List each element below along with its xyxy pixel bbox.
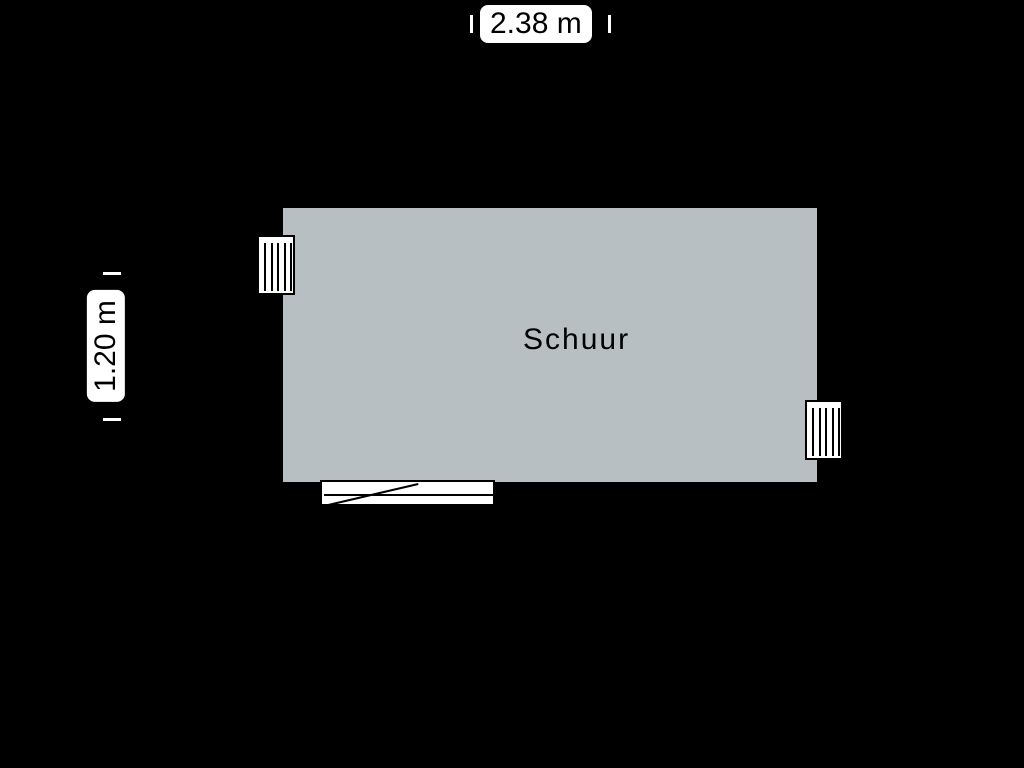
window-left bbox=[257, 235, 295, 295]
door-bottom bbox=[320, 480, 495, 506]
room-label: Schuur bbox=[523, 323, 630, 357]
window-hatch-line bbox=[290, 243, 292, 291]
dimension-tick bbox=[103, 272, 121, 275]
window-hatch-line bbox=[284, 243, 286, 291]
floorplan-canvas: { "canvas": { "width": 1024, "height": 7… bbox=[0, 0, 1024, 768]
window-right bbox=[805, 400, 843, 460]
window-hatch-line bbox=[819, 408, 821, 456]
dimension-tick bbox=[470, 15, 473, 33]
dimension-width-label: 2.38 m bbox=[480, 5, 592, 43]
window-hatch-line bbox=[832, 408, 834, 456]
dimension-tick bbox=[608, 15, 611, 33]
window-hatch-line bbox=[838, 408, 840, 456]
window-hatch-line bbox=[812, 408, 814, 456]
window-hatch-line bbox=[264, 243, 266, 291]
dimension-tick bbox=[103, 418, 121, 421]
door-swing-line bbox=[322, 482, 497, 508]
window-hatch-line bbox=[825, 408, 827, 456]
dimension-height-label: 1.20 m bbox=[87, 290, 125, 402]
window-hatch-line bbox=[277, 243, 279, 291]
window-hatch-line bbox=[271, 243, 273, 291]
